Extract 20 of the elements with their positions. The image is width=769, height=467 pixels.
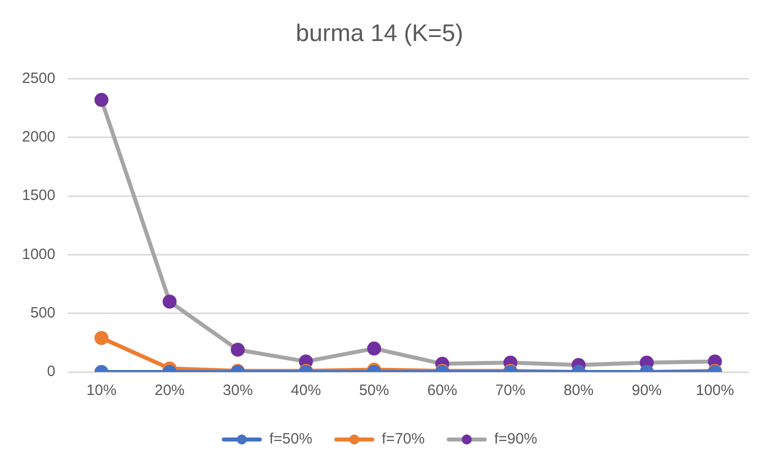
y-tick-label: 2500: [22, 70, 56, 87]
x-tick-label: 70%: [495, 382, 526, 400]
x-tick-label: 20%: [154, 382, 185, 400]
legend-label: f=70%: [382, 430, 425, 448]
x-tick-label: 90%: [632, 382, 662, 400]
y-tick-label: 0: [47, 363, 56, 380]
legend-label: f=90%: [494, 430, 538, 448]
x-tick-label: 10%: [86, 382, 116, 400]
x-tick-label: 30%: [222, 382, 253, 400]
y-tick-label: 2000: [22, 128, 56, 146]
y-tick-label: 500: [30, 304, 56, 322]
x-tick-label: 50%: [359, 382, 390, 400]
y-tick-label: 1500: [22, 187, 56, 204]
chart-title: burma 14 (K=5): [296, 20, 464, 48]
x-tick-label: 40%: [290, 382, 321, 400]
y-tick-label: 1000: [22, 246, 56, 263]
x-tick-label: 80%: [564, 382, 594, 400]
x-tick-label: 100%: [696, 382, 734, 400]
legend-label: f=50%: [269, 430, 312, 448]
x-tick-label: 60%: [427, 382, 458, 400]
